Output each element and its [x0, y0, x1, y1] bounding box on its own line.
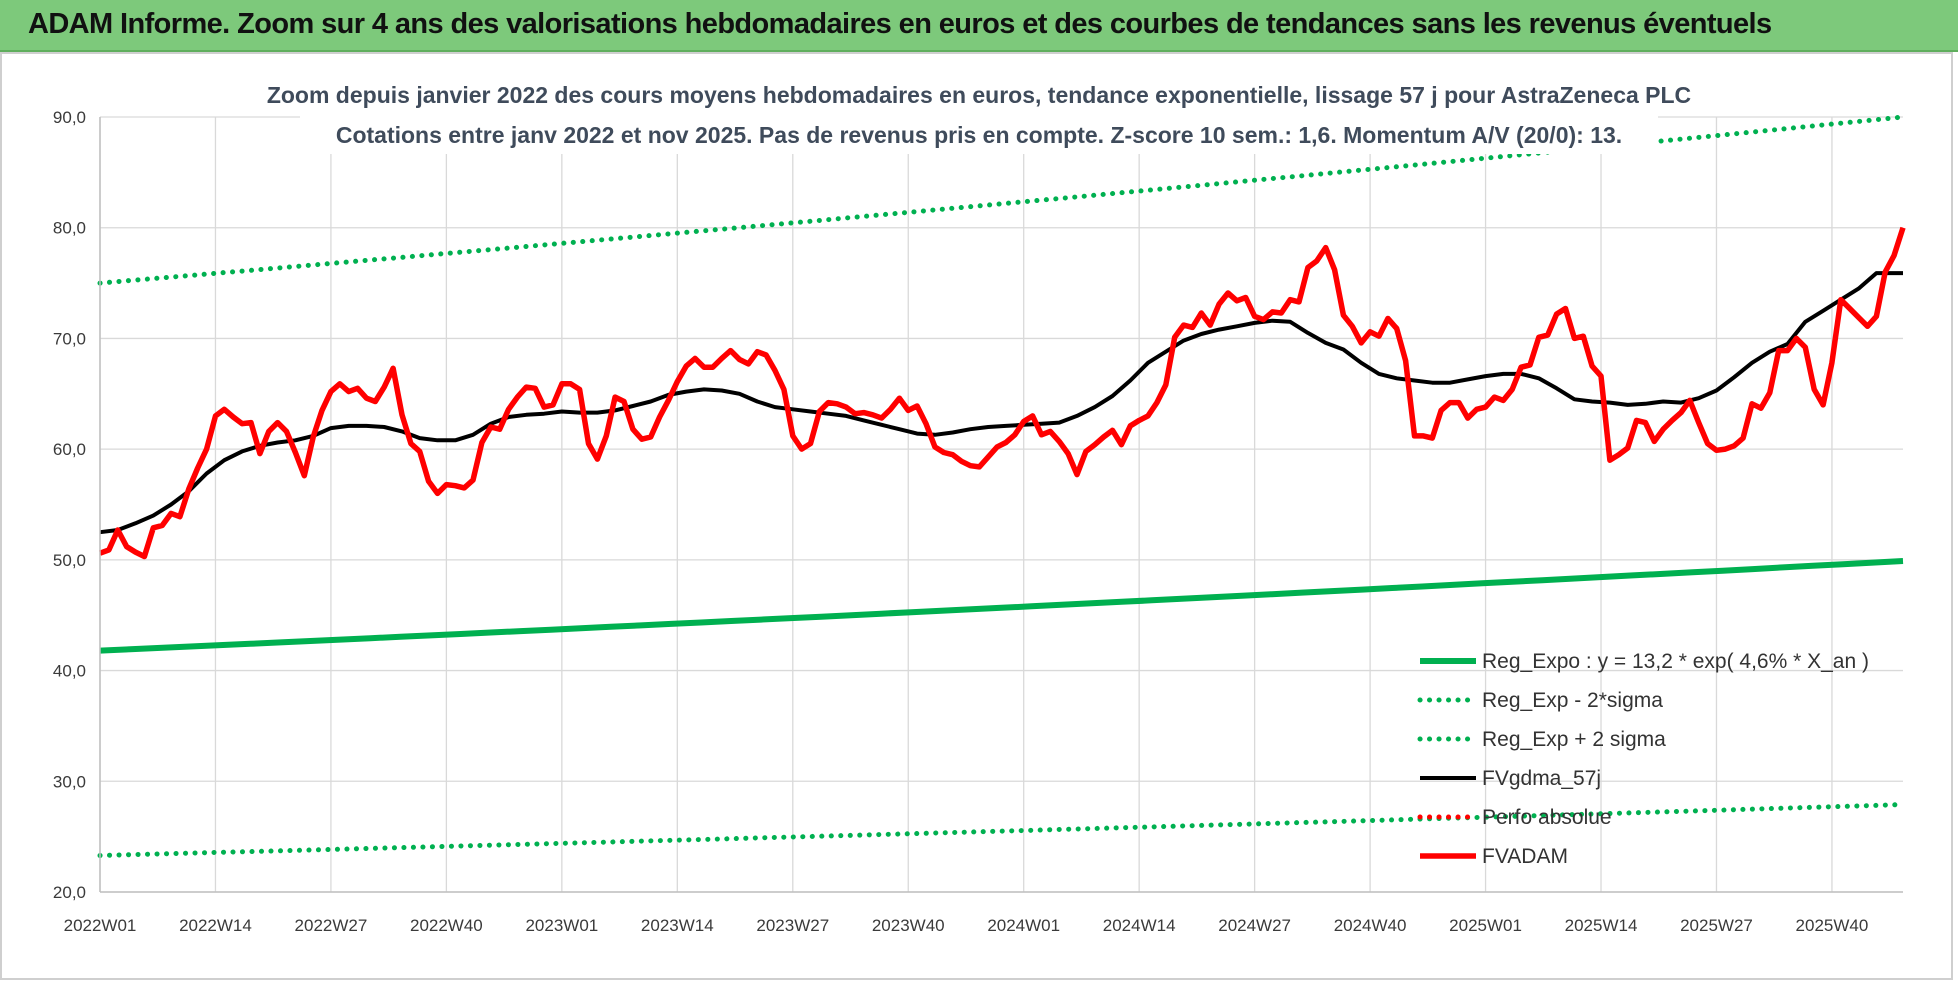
y-tick-label: 60,0: [53, 440, 86, 459]
y-tick-label: 40,0: [53, 662, 86, 681]
y-tick-label: 80,0: [53, 219, 86, 238]
x-tick-label: 2024W27: [1218, 916, 1291, 935]
y-tick-label: 70,0: [53, 329, 86, 348]
x-tick-label: 2022W14: [179, 916, 252, 935]
chart-title-block: Zoom depuis janvier 2022 des cours moyen…: [267, 74, 1691, 154]
report-title: ADAM Informe. Zoom sur 4 ans des valoris…: [28, 8, 1772, 40]
x-tick-label: 2022W01: [64, 916, 137, 935]
x-tick-label: 2023W14: [641, 916, 714, 935]
legend-label-0: Reg_Expo : y = 13,2 * exp( 4,6% * X_an ): [1482, 650, 1869, 673]
series-line-0: [99, 558, 1904, 654]
title-background: [300, 74, 1658, 154]
y-tick-label: 50,0: [53, 551, 86, 570]
x-tick-label: 2023W27: [756, 916, 829, 935]
series-line-3: [99, 271, 1903, 535]
legend-label-5: FVADAM: [1482, 845, 1568, 868]
y-tick-label: 20,0: [53, 883, 86, 902]
chart-title-line-2: Cotations entre janv 2022 et nov 2025. P…: [336, 122, 1622, 148]
x-tick-label: 2022W27: [295, 916, 368, 935]
legend-label-3: FVgdma_57j: [1482, 767, 1601, 790]
x-tick-label: 2023W40: [872, 916, 945, 935]
series-line-1: [97, 802, 1906, 858]
x-tick-label: 2025W01: [1449, 916, 1522, 935]
x-tick-label: 2025W40: [1796, 916, 1869, 935]
x-tick-label: 2022W40: [410, 916, 483, 935]
chart-frame: [0, 52, 1953, 980]
x-tick-label: 2024W14: [1103, 916, 1176, 935]
series-line-4: [99, 226, 1906, 560]
x-tick-label: 2025W14: [1565, 916, 1638, 935]
series-layer: [97, 114, 1906, 858]
grid: [99, 116, 1903, 893]
x-tick-label: 2025W27: [1680, 916, 1753, 935]
y-tick-label: 90,0: [53, 108, 86, 127]
chart-title-line-1: Zoom depuis janvier 2022 des cours moyen…: [267, 82, 1691, 108]
y-tick-label: 30,0: [53, 772, 86, 791]
x-tick-label: 2024W40: [1334, 916, 1407, 935]
x-tick-label: 2024W01: [987, 916, 1060, 935]
legend-label-1: Reg_Exp - 2*sigma: [1482, 689, 1663, 712]
report-banner: ADAM Informe. Zoom sur 4 ans des valoris…: [0, 0, 1958, 52]
legend: Reg_Expo : y = 13,2 * exp( 4,6% * X_an )…: [1417, 650, 1869, 868]
legend-label-4: Perfo absolue: [1482, 806, 1612, 829]
x-tick-label: 2023W01: [525, 916, 598, 935]
legend-label-2: Reg_Exp + 2 sigma: [1482, 728, 1666, 751]
axes: 20,0 30,0 40,0 50,0 60,0 70,0 80,0 90,0 2022W01 2…: [53, 108, 1903, 935]
